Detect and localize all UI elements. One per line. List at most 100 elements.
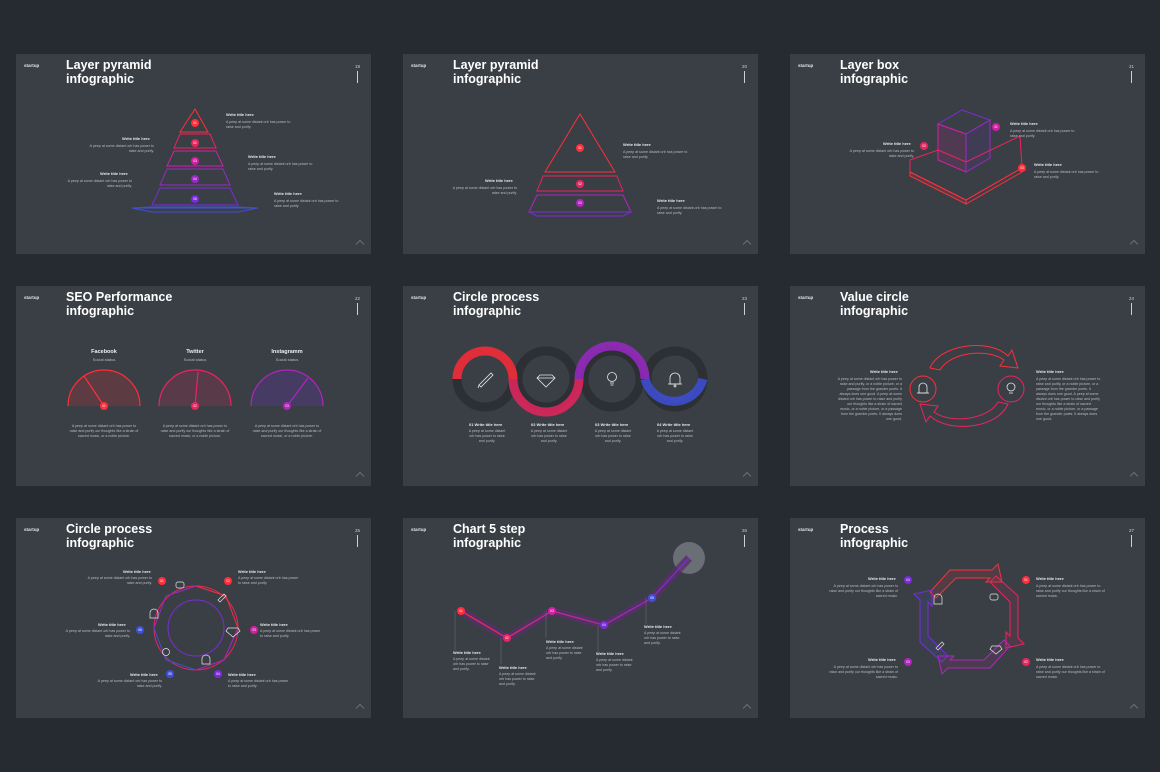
bell-icon	[933, 593, 943, 605]
layer-pyramid-5-chart: 01 02 03 04 05	[131, 108, 259, 213]
bell-icon	[668, 372, 682, 388]
page-divider	[357, 71, 358, 83]
gauge-marker-01: 01	[102, 404, 106, 408]
slide-title: Process infographic	[840, 522, 909, 550]
slide-title: Circle process infographic	[453, 290, 540, 318]
slide-24[interactable]: startup 24 Value circle infographic Write…	[790, 286, 1145, 486]
marker-03: 03	[578, 201, 582, 205]
marker-01: 01	[1024, 578, 1028, 582]
item-title: Write title here	[883, 141, 911, 146]
item-title: Write title here	[868, 576, 896, 581]
item-title: Write title here	[657, 198, 685, 203]
binoculars-icon	[989, 593, 999, 601]
item-body: A peep at some distant orb has power to …	[623, 150, 688, 159]
marker-03: 03	[906, 660, 910, 664]
item-title: Write title here	[123, 569, 151, 574]
layer-pyramid-3-chart: 01 02 03	[528, 113, 632, 217]
circle-process-6-chart: 01 02 03 04 05 06	[136, 577, 258, 678]
gauge-status: Social status	[92, 357, 116, 362]
brand-label: startup	[24, 63, 40, 68]
marker-02: 02	[193, 141, 197, 145]
step-title: 02 Write title here	[531, 422, 565, 427]
brand-label: startup	[24, 527, 40, 532]
item-body: A peep at some distant orb has power to …	[452, 186, 517, 195]
page-number: 22	[354, 296, 360, 301]
diamond-icon	[536, 374, 556, 388]
slide-title: Circle process infographic	[66, 522, 153, 550]
marker-03: 03	[1020, 166, 1024, 170]
item-body: A peep at some distant orb has power to …	[453, 657, 490, 671]
item-body: A peep at some distant orb has power to …	[837, 377, 902, 421]
slide-title: Value circle infographic	[840, 290, 909, 318]
item-body: A peep at some distant orb has power to …	[644, 631, 681, 645]
page-number: 25	[354, 528, 360, 533]
slide-title: Chart 5 step infographic	[453, 522, 526, 550]
marker-03: 03	[550, 609, 554, 613]
marker-01: 01	[459, 609, 463, 613]
item-body: A peep at some distant orb has power to …	[238, 576, 299, 585]
item-body: A peep at some distant orb has power to …	[657, 206, 722, 215]
item-title: Write title here	[238, 569, 266, 574]
slide-23[interactable]: startup 23 Circle process infographic 01 …	[403, 286, 758, 486]
item-title: Write title here	[1036, 369, 1064, 374]
page-divider	[1131, 535, 1132, 547]
item-body: A peep at some distant orb has power to …	[97, 679, 162, 688]
step-body: A peep at some distant orb has power to …	[530, 429, 568, 443]
marker-02: 02	[578, 182, 582, 186]
item-title: Write title here	[228, 672, 256, 677]
brand-label: startup	[798, 295, 814, 300]
item-title: Write title here	[1010, 121, 1038, 126]
marker-04: 04	[216, 672, 220, 676]
slide-22[interactable]: startup 22 SEO Performance infographic Fa…	[16, 286, 371, 486]
slide-19[interactable]: startup 19 Layer pyramid infographic 01 0…	[16, 54, 371, 254]
marker-02: 02	[922, 144, 926, 148]
slide-title: SEO Performance infographic	[66, 290, 173, 318]
item-title: Write title here	[870, 369, 898, 374]
page-number: 21	[1128, 64, 1134, 69]
gauge-body: A peep at some distant orb has power to …	[160, 424, 230, 438]
step-title: 03 Write title here	[595, 422, 629, 427]
item-body: A peep at some distant orb has power to …	[274, 199, 339, 208]
page-number: 27	[1128, 528, 1134, 533]
value-circle-chart	[909, 345, 1025, 427]
gauge-body: A peep at some distant orb has power to …	[69, 424, 139, 438]
process-chart: 04 01 03 02	[904, 563, 1030, 675]
page-divider	[1131, 303, 1132, 315]
item-title: Write title here	[1034, 162, 1062, 167]
gauge-name: Facebook	[91, 349, 117, 355]
lightbulb-icon	[162, 648, 170, 656]
slide-25[interactable]: startup 25 Circle process infographic 01 …	[16, 518, 371, 718]
marker-02: 02	[226, 579, 230, 583]
item-body: A peep at some distant orb has power to …	[228, 679, 289, 688]
marker-04: 04	[193, 177, 197, 181]
slide-title: Layer pyramid infographic	[66, 58, 152, 86]
marker-05: 05	[168, 672, 172, 676]
step-title: 01 Write title here	[469, 422, 503, 427]
item-body: A peep at some distant orb has power to …	[546, 646, 583, 660]
item-body: A peep at some distant orb has power to …	[89, 144, 154, 153]
marker-01: 01	[193, 121, 197, 125]
item-title: Write title here	[499, 665, 527, 670]
slide-27[interactable]: startup 27 Process infographic 04 01 03 0…	[790, 518, 1145, 718]
page-number: 23	[741, 296, 747, 301]
marker-06: 06	[138, 628, 142, 632]
marker-02: 02	[1024, 660, 1028, 664]
item-title: Write title here	[130, 672, 158, 677]
gauge-name: Instagramm	[271, 349, 303, 355]
page-number: 20	[741, 64, 747, 69]
marker-01: 01	[160, 579, 164, 583]
slide-21[interactable]: startup 21 Layer box infographic 01 02 03…	[790, 54, 1145, 254]
marker-05: 05	[193, 197, 197, 201]
pencil-icon	[217, 593, 227, 603]
item-body: A peep at some distant orb has power to …	[1010, 129, 1075, 138]
item-title: Write title here	[596, 651, 624, 656]
item-body: A peep at some distant orb has power to …	[829, 665, 898, 679]
item-title: Write title here	[546, 639, 574, 644]
item-body: A peep at some distant orb has power to …	[499, 672, 536, 686]
item-title: Write title here	[100, 171, 128, 176]
slide-26[interactable]: startup 26 Chart 5 step infographic 01 02…	[403, 518, 758, 718]
marker-04: 04	[602, 623, 606, 627]
slide-20[interactable]: startup 20 Layer pyramid infographic 01 0…	[403, 54, 758, 254]
bell-icon	[917, 382, 929, 394]
lightbulb-icon	[607, 372, 617, 386]
